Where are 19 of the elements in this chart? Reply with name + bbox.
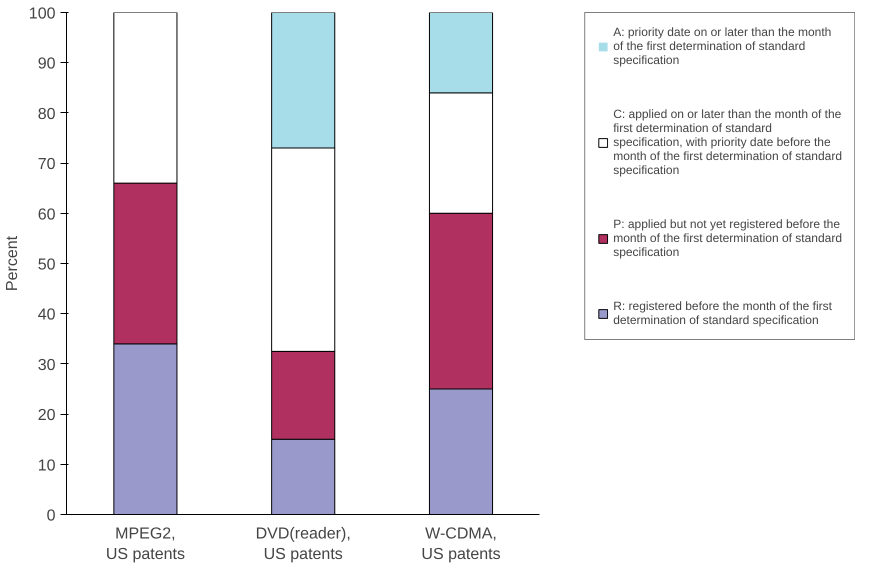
- y-tick-label: 40: [38, 306, 56, 324]
- y-tick-label: 50: [38, 256, 56, 274]
- y-tick-label: 100: [28, 6, 56, 22]
- y-tick-label: 0: [46, 508, 56, 524]
- y-tick-label: 20: [38, 407, 56, 424]
- y-tick-label: 10: [38, 457, 56, 474]
- y-tick-label: 60: [38, 206, 56, 224]
- legend-label: P: applied but not yet registered before the month of the first determination of standard specification: [613, 217, 842, 259]
- legend-label: C: applied on or later than the month of the first determination of standard specification, with priority date before the month of the first determination of standard specification: [613, 107, 842, 177]
- x-tick-label: DVD(reader), US patents: [256, 526, 351, 563]
- x-tick-label: W-CDMA, US patents: [421, 526, 501, 563]
- y-tick-label: 30: [38, 356, 56, 374]
- legend-label: A: priority date on or later than the month of the first determination of standard specification: [613, 25, 832, 67]
- y-tick-label: 80: [38, 106, 56, 123]
- x-tick-label: MPEG2, US patents: [106, 526, 185, 563]
- y-tick-label: 90: [38, 56, 56, 73]
- y-tick-label: 70: [38, 156, 56, 174]
- legend-label: R: registered before the month of the first determination of standard specification: [613, 299, 832, 327]
- y-axis-title: Percent: [4, 235, 21, 292]
